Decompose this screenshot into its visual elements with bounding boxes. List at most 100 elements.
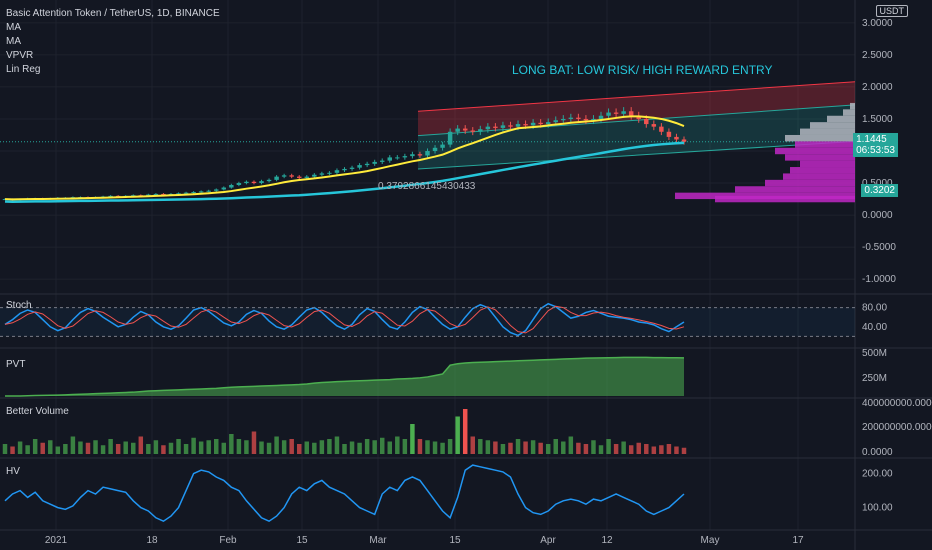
candle-body-62 xyxy=(470,130,475,132)
indicator-ma-2[interactable]: MA xyxy=(6,36,21,47)
candle-body-23 xyxy=(176,193,181,195)
time-axis[interactable]: 2021 18 Feb 15 Mar 15 Apr 12 May 17 xyxy=(45,535,804,546)
pvt-tick-0: 500M xyxy=(862,348,887,359)
volume-bar-23 xyxy=(176,439,181,454)
candle-body-69 xyxy=(523,124,528,126)
candle-body-80 xyxy=(606,112,611,116)
candle-body-56 xyxy=(425,151,430,156)
candle-body-89 xyxy=(674,136,679,140)
candle-body-25 xyxy=(191,192,196,194)
volume-bar-52 xyxy=(395,436,400,454)
pvt-title[interactable]: PVT xyxy=(6,359,26,370)
last-price-tag: 1.1445 06:53:53 xyxy=(853,133,898,157)
volume-profile xyxy=(675,102,855,203)
volume-bar-39 xyxy=(296,444,302,454)
volume-bar-55 xyxy=(417,439,423,454)
candle-body-48 xyxy=(364,163,370,166)
candle-body-76 xyxy=(576,117,581,119)
vpvr-bar-9 xyxy=(800,160,855,168)
volume-bar-22 xyxy=(168,442,174,454)
vpvr-bar-3 xyxy=(810,122,855,129)
candle-body-49 xyxy=(372,161,377,164)
hv-tick-0: 200.00 xyxy=(862,469,893,480)
candle-body-57 xyxy=(432,147,438,151)
pvt-line xyxy=(5,356,685,397)
volume-bar-33 xyxy=(251,431,257,454)
candle-body-50 xyxy=(379,160,385,162)
symbol-title[interactable]: Basic Attention Token / TetherUS, 1D, BI… xyxy=(6,8,220,19)
candle-body-65 xyxy=(493,126,498,128)
volume-bar-46 xyxy=(349,441,355,454)
volume-bar-73 xyxy=(553,439,558,454)
volume-title[interactable]: Better Volume xyxy=(6,406,69,417)
time-tick-3: 15 xyxy=(296,535,308,546)
volume-bar-57 xyxy=(432,441,438,454)
volume-bar-80 xyxy=(606,439,611,454)
indicator-vpvr[interactable]: VPVR xyxy=(6,50,34,61)
volume-bar-90 xyxy=(681,447,687,454)
price-tick-label-1: 2.5000 xyxy=(862,50,893,61)
currency-badge[interactable]: USDT xyxy=(875,5,908,17)
candle-body-85 xyxy=(644,118,649,125)
candle-body-73 xyxy=(553,120,558,123)
volume-bar-25 xyxy=(191,437,196,454)
volume-bar-6 xyxy=(48,440,53,454)
candle-body-70 xyxy=(530,122,536,126)
candle-body-90 xyxy=(681,139,687,142)
hv-title[interactable]: HV xyxy=(6,466,20,477)
candle-body-55 xyxy=(417,154,423,156)
volume-bar-82 xyxy=(621,441,626,454)
volume-bar-15 xyxy=(115,444,121,454)
moving-averages xyxy=(4,115,685,203)
candle-body-53 xyxy=(402,156,408,158)
candle-body-38 xyxy=(289,175,294,177)
volume-bar-19 xyxy=(146,444,151,454)
volume-bar-65 xyxy=(493,441,498,454)
indicator-ma-1[interactable]: MA xyxy=(6,22,21,33)
time-tick-1: 18 xyxy=(146,535,158,546)
volume-bar-62 xyxy=(470,436,475,454)
volume-bar-81 xyxy=(613,444,619,454)
volume-bar-70 xyxy=(530,440,536,454)
volume-bar-42 xyxy=(319,440,325,454)
time-tick-4: Mar xyxy=(369,535,387,546)
candle-body-79 xyxy=(598,115,604,119)
stoch-title[interactable]: Stoch xyxy=(6,300,32,311)
volume-bar-54 xyxy=(410,424,415,454)
price-tick-label-0: 3.0000 xyxy=(862,18,893,29)
candle-body-24 xyxy=(183,192,189,194)
vpvr-bar-1 xyxy=(843,109,855,116)
volume-tick-0: 400000000.0000 xyxy=(862,398,932,409)
candle-body-82 xyxy=(621,111,626,114)
candle-body-37 xyxy=(281,175,287,177)
candle-body-86 xyxy=(651,124,657,127)
price-tick-label-5: 0.5000 xyxy=(862,178,893,189)
chart-legend: Basic Attention Token / TetherUS, 1D, BI… xyxy=(6,7,220,77)
volume-bar-9 xyxy=(70,436,76,454)
volume-bar-24 xyxy=(183,444,189,454)
linreg-midline xyxy=(417,104,856,137)
vpvr-bar-4 xyxy=(800,128,855,135)
volume-bar-87 xyxy=(659,445,664,454)
price-tick-label-2: 2.0000 xyxy=(862,82,893,93)
time-tick-5: 15 xyxy=(449,535,461,546)
ma-fast-line xyxy=(4,115,685,201)
volume-bar-11 xyxy=(85,442,91,454)
volume-bar-3 xyxy=(25,445,30,454)
candle-body-87 xyxy=(659,126,664,132)
candle-body-14 xyxy=(108,195,113,197)
candle-body-71 xyxy=(538,122,543,125)
candle-body-29 xyxy=(221,187,227,190)
indicator-linreg[interactable]: Lin Reg xyxy=(6,64,41,75)
time-tick-6: Apr xyxy=(540,535,556,546)
candle-body-83 xyxy=(628,111,634,116)
candle-body-28 xyxy=(214,189,219,191)
volume-bar-67 xyxy=(508,442,513,454)
volume-bar-53 xyxy=(402,439,408,454)
volume-bar-74 xyxy=(561,441,566,454)
candle-body-19 xyxy=(146,194,151,196)
candle-body-32 xyxy=(244,181,249,184)
candle-body-27 xyxy=(206,190,211,192)
vpvr-bar-2 xyxy=(827,115,855,123)
